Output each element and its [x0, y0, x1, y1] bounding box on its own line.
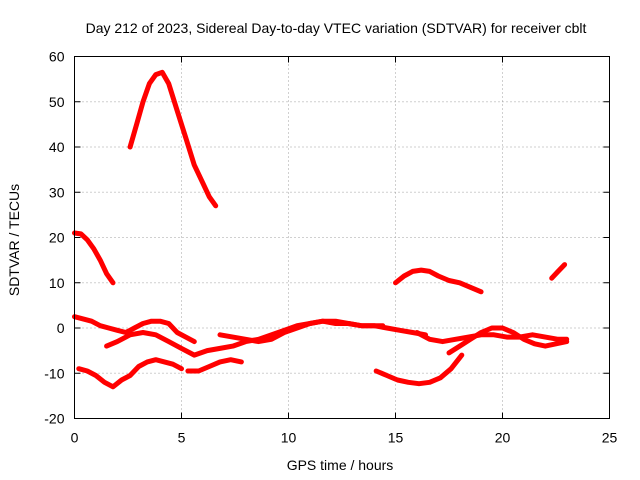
y-tick-label: 20 [49, 230, 65, 246]
y-tick-label: 10 [49, 275, 65, 291]
x-tick-label: 0 [71, 430, 79, 446]
y-axis-label: SDTVAR / TECUs [6, 184, 22, 296]
y-tick-label: -10 [44, 365, 64, 381]
y-tick-label: 60 [49, 49, 65, 65]
axis-tick-labels: 0 5 10 15 20 25 -20 -10 0 10 20 30 40 50 60 [44, 49, 617, 446]
y-tick-label: 0 [57, 320, 65, 336]
chart-title: Day 212 of 2023, Sidereal Day-to-day VTE… [86, 20, 587, 36]
y-tick-label: -20 [44, 411, 64, 427]
x-tick-label: 10 [281, 430, 297, 446]
x-tick-label: 25 [602, 430, 618, 446]
series-arc-8 [393, 267, 484, 295]
y-tick-label: 30 [49, 184, 65, 200]
series-arc-6 [185, 357, 244, 374]
series-arc-1 [127, 69, 219, 209]
x-tick-label: 5 [178, 430, 186, 446]
x-tick-label: 15 [388, 430, 404, 446]
series-arc-3 [72, 314, 197, 345]
series-arc-9 [373, 352, 465, 387]
x-axis-label: GPS time / hours [287, 457, 394, 473]
series-arc-4 [76, 357, 184, 390]
x-tick-label: 20 [495, 430, 511, 446]
data-series [72, 69, 570, 390]
y-tick-label: 40 [49, 139, 65, 155]
series-arc-2 [72, 230, 116, 286]
series-arc-12 [549, 262, 568, 281]
series-arc-10 [414, 330, 570, 345]
series-arc-11 [446, 325, 570, 356]
y-tick-label: 50 [49, 94, 65, 110]
axis-ticks [74, 56, 610, 419]
series-arc-7 [217, 318, 386, 345]
grid-lines [74, 56, 610, 419]
